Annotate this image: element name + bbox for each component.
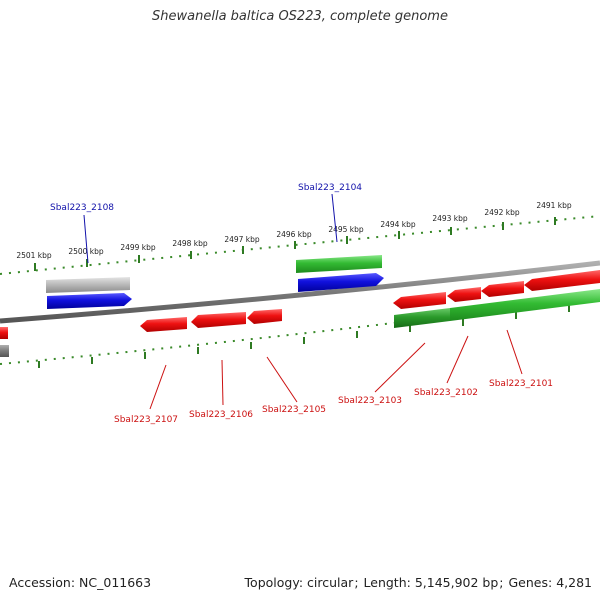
scale-ring-outer	[0, 215, 600, 275]
genes-value: 4,281	[556, 575, 592, 590]
scale-label: 2501 kbp	[16, 251, 52, 260]
accession-info: Accession: NC_011663	[9, 575, 151, 590]
accession-label: Accession:	[9, 575, 76, 590]
scale-label: 2494 kbp	[380, 220, 416, 229]
gene-labels: Sbal223_2108 Sbal223_2104 Sbal223_2107 S…	[50, 183, 553, 425]
scale-ring-inner	[0, 296, 600, 368]
genome-summary: Topology: circular; Length: 5,145,902 bp…	[244, 575, 592, 590]
length-value: 5,145,902 bp	[414, 575, 499, 590]
scale-label: 2495 kbp	[328, 225, 364, 234]
scale-label: 2491 kbp	[536, 201, 572, 210]
gene-red-edge[interactable]	[0, 327, 8, 339]
gene-sbal223-2105[interactable]	[247, 309, 282, 324]
gene-label-2101[interactable]: Sbal223_2101	[489, 379, 553, 389]
length-label: Length:	[363, 575, 411, 590]
gene-label-2104[interactable]: Sbal223_2104	[298, 183, 362, 193]
gene-label-2108[interactable]: Sbal223_2108	[50, 203, 114, 213]
scale-label: 2500 kbp	[68, 247, 104, 256]
map-title: Shewanella baltica OS223, complete genom…	[152, 9, 448, 24]
scale-label: 2496 kbp	[276, 230, 312, 239]
genes-label: Genes:	[508, 575, 553, 590]
gene-red-cluster-4[interactable]	[524, 270, 600, 291]
gene-label-2105[interactable]: Sbal223_2105	[262, 405, 326, 415]
gene-blue-1[interactable]	[47, 293, 132, 309]
accession-value: NC_011663	[79, 575, 152, 590]
scale-labels: 2501 kbp 2500 kbp 2499 kbp 2498 kbp 2497…	[16, 201, 572, 260]
scale-label: 2497 kbp	[224, 235, 260, 244]
scale-label: 2492 kbp	[484, 208, 520, 217]
gene-label-2103[interactable]: Sbal223_2103	[338, 396, 402, 406]
genome-backbone	[0, 260, 600, 324]
gene-sbal223-2102[interactable]	[447, 287, 481, 302]
scale-label: 2493 kbp	[432, 214, 468, 223]
topology-value: circular	[307, 575, 354, 590]
backbone-stub	[0, 345, 9, 357]
gene-sbal223-2106[interactable]	[191, 312, 246, 328]
scale-label: 2499 kbp	[120, 243, 156, 252]
gene-blue-2[interactable]	[298, 273, 384, 292]
gene-sbal223-2108[interactable]	[46, 277, 130, 293]
scale-label: 2498 kbp	[172, 239, 208, 248]
gene-sbal223-2104[interactable]	[296, 255, 382, 273]
gene-label-2107[interactable]: Sbal223_2107	[114, 415, 178, 425]
gene-label-2106[interactable]: Sbal223_2106	[189, 410, 253, 420]
gene-sbal223-2101[interactable]	[481, 281, 524, 297]
gene-red-cluster-1[interactable]	[393, 292, 446, 309]
gene-sbal223-2103[interactable]	[394, 289, 600, 328]
topology-label: Topology:	[244, 575, 304, 590]
gene-sbal223-2107[interactable]	[140, 317, 187, 332]
leader-lines	[83, 193, 523, 410]
gene-label-2102[interactable]: Sbal223_2102	[414, 388, 478, 398]
